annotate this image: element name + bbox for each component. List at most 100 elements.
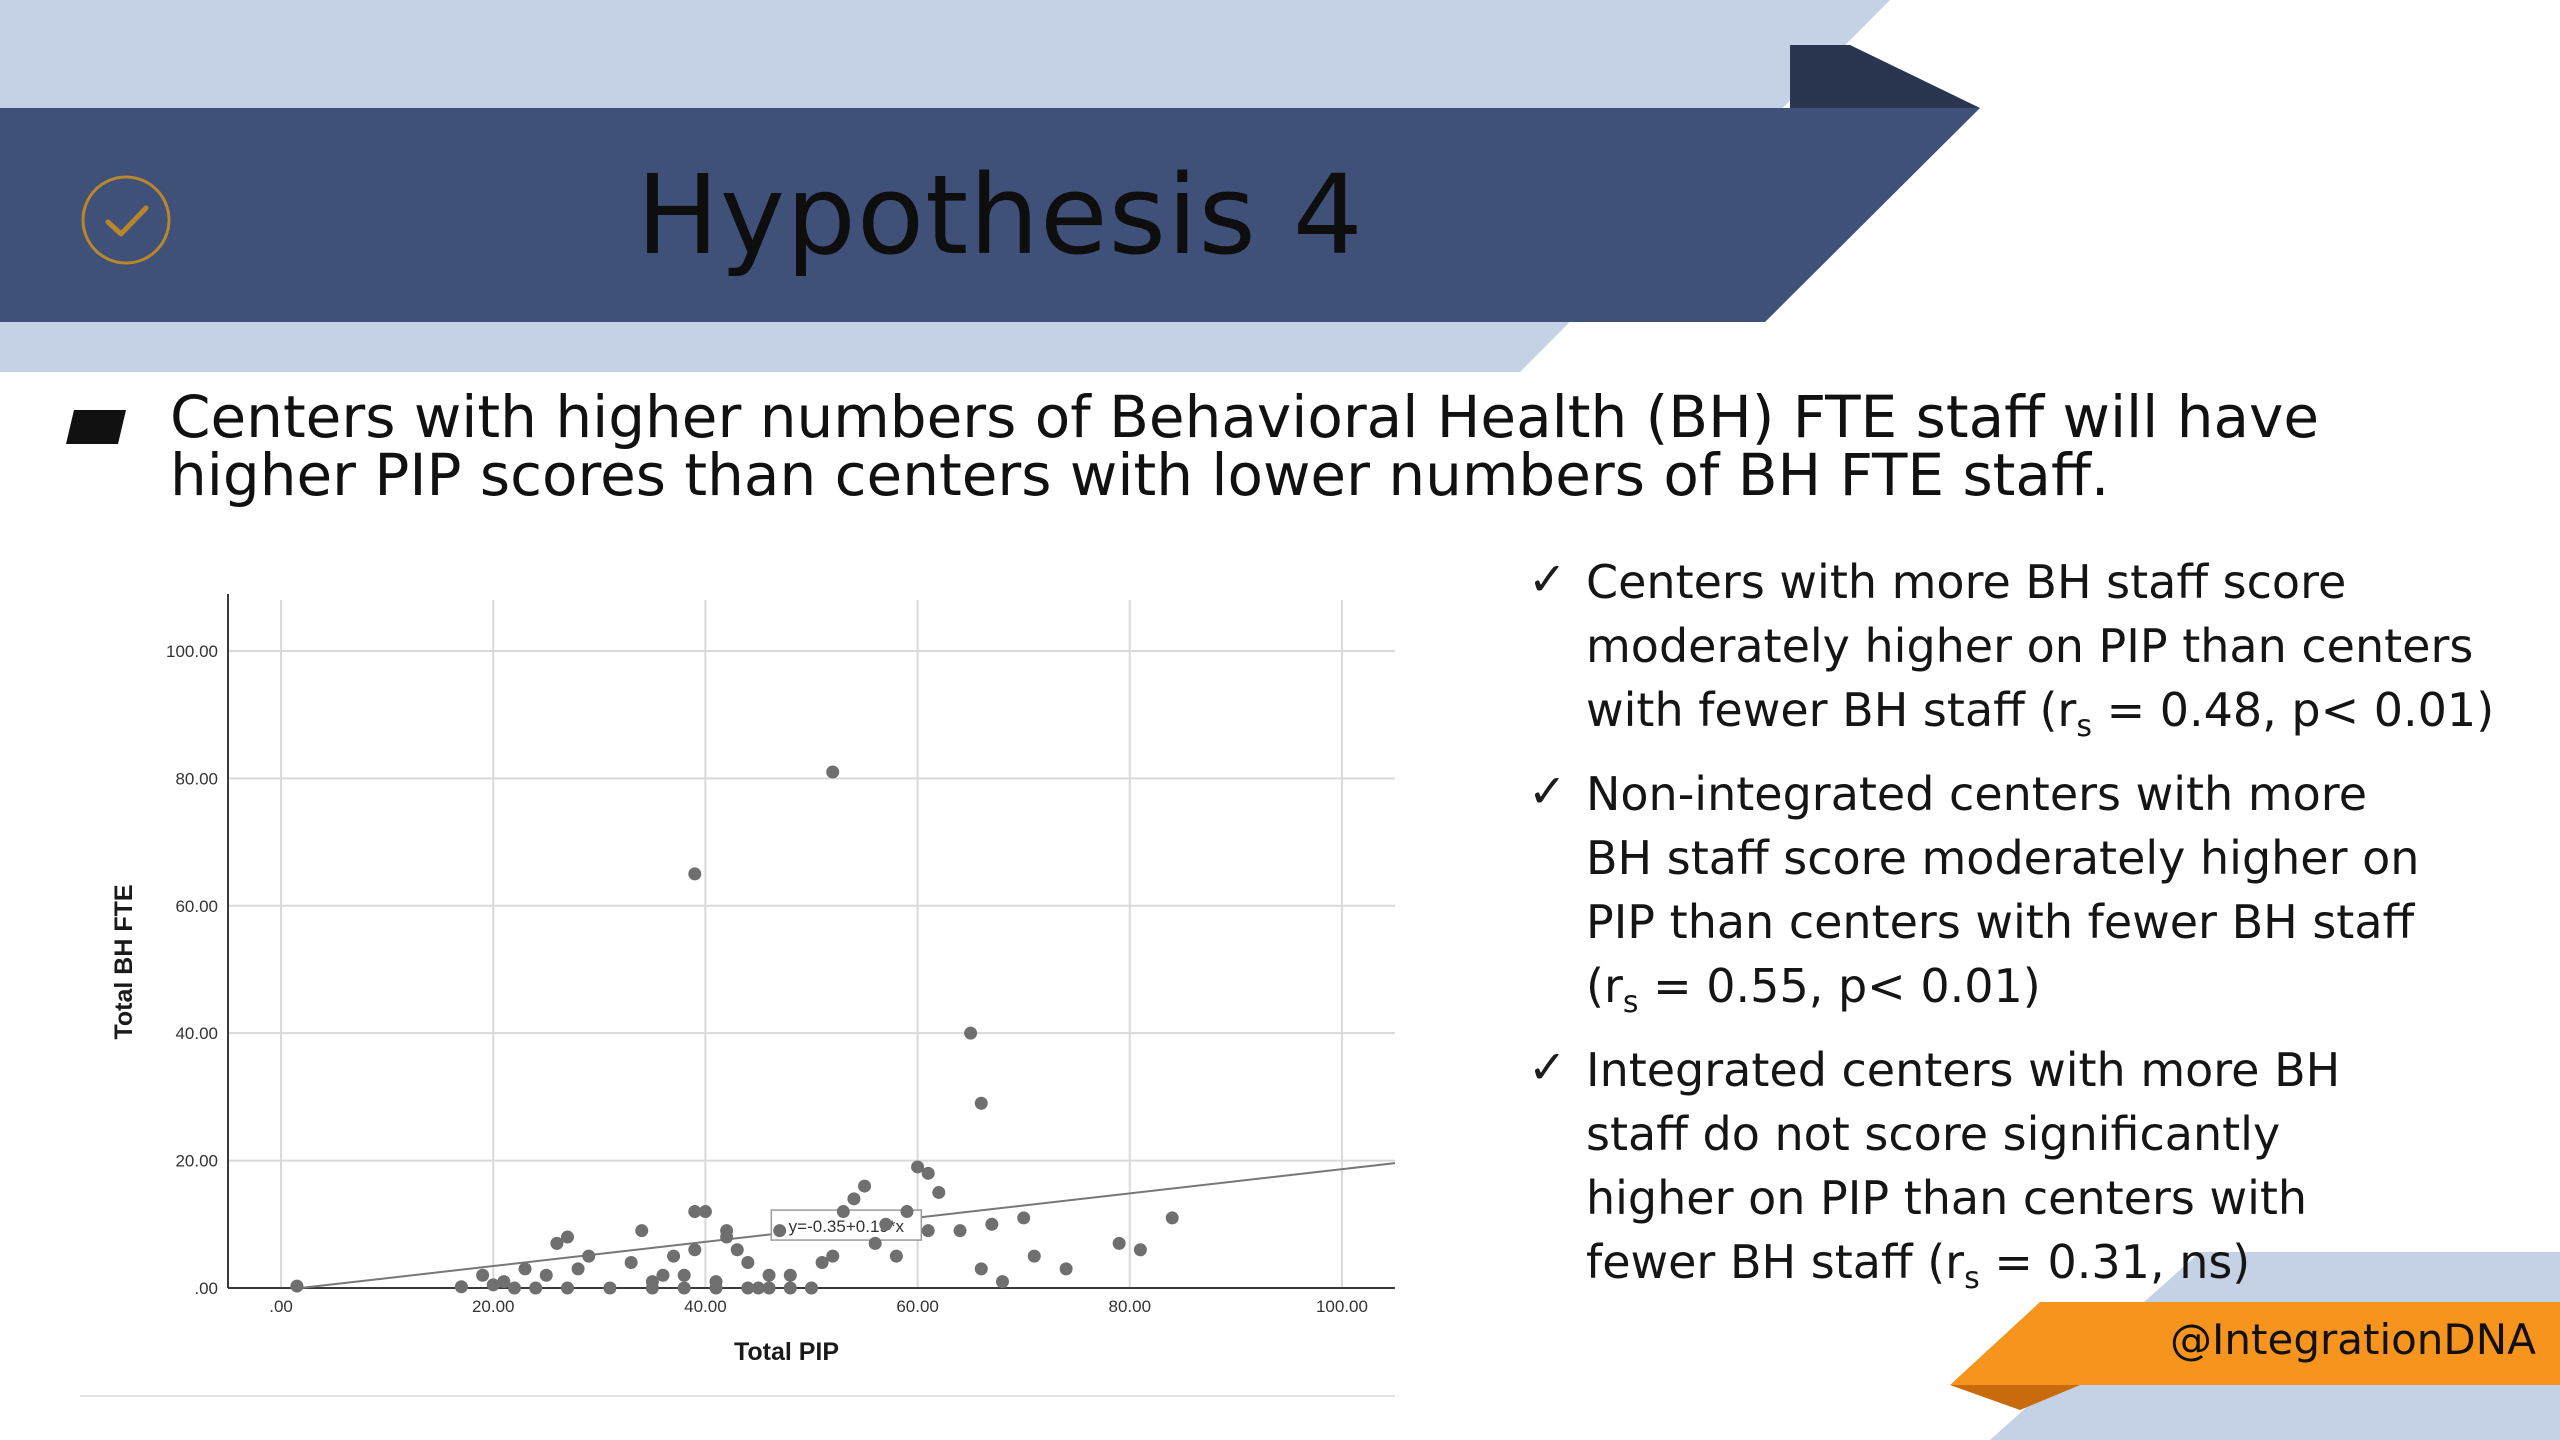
data-point: [1027, 1249, 1041, 1263]
data-point: [677, 1268, 691, 1282]
checkmark-icon: ✓: [1528, 764, 1567, 818]
x-tick-label: 100.00: [1316, 1297, 1368, 1316]
data-point: [518, 1262, 532, 1276]
data-point: [656, 1268, 670, 1282]
checkmark-icon: ✓: [1528, 1040, 1567, 1094]
data-point: [290, 1279, 304, 1293]
data-point: [995, 1275, 1009, 1289]
fit-line-group: y=-0.35+0.19*x: [296, 1162, 1396, 1290]
data-point: [720, 1230, 734, 1244]
data-point: [847, 1192, 861, 1206]
chart-grid: [228, 600, 1395, 1288]
data-point: [751, 1281, 765, 1295]
data-point: [741, 1281, 755, 1295]
banner-shadow-corner: [1790, 45, 1980, 108]
finding-line: BH staff score moderately higher on: [1586, 831, 2420, 885]
data-point: [762, 1281, 776, 1295]
data-point: [560, 1281, 574, 1295]
data-point: [539, 1268, 553, 1282]
x-tick-label: 60.00: [896, 1297, 939, 1316]
handle-dark-tip: [1950, 1385, 2080, 1410]
data-point: [677, 1281, 691, 1295]
data-point: [688, 1205, 702, 1219]
data-point: [826, 1249, 840, 1263]
finding-line: (rs = 0.55, p< 0.01): [1586, 954, 2480, 1018]
data-point: [507, 1281, 521, 1295]
data-point: [879, 1217, 893, 1231]
chart-labels: .00 20.00 40.00 60.00 80.00 100.00 .00 20.00 40.…: [110, 642, 1368, 1366]
findings-list: ✓ Centers with more BH staff score moderat…: [1520, 550, 2494, 1314]
data-point: [454, 1280, 468, 1294]
fit-equation-label: y=-0.35+0.19*x: [789, 1217, 905, 1236]
data-point: [974, 1096, 988, 1110]
y-tick-label: 40.00: [175, 1024, 218, 1043]
twitter-handle: @IntegrationDNA: [2170, 1315, 2536, 1364]
data-point: [667, 1249, 681, 1263]
x-tick-label: 80.00: [1108, 1297, 1151, 1316]
data-point: [1112, 1236, 1126, 1250]
data-point: [486, 1278, 500, 1292]
finding-item: ✓ Centers with more BH staff score moderat…: [1520, 550, 2494, 744]
x-tick-label: 40.00: [684, 1297, 727, 1316]
finding-line: Centers with more BH staff score: [1586, 555, 2347, 609]
finding-line: staff do not score significantly: [1586, 1107, 2281, 1161]
data-point: [688, 867, 702, 881]
data-point: [932, 1185, 946, 1199]
data-point: [709, 1275, 723, 1289]
slide-title: Hypothesis 4: [636, 151, 1364, 279]
data-point: [476, 1268, 490, 1282]
finding-text: = 0.55, p< 0.01): [1638, 959, 2041, 1013]
data-point: [582, 1249, 596, 1263]
x-tick-label: 20.00: [472, 1297, 515, 1316]
rs-subscript: s: [1622, 985, 1639, 1020]
y-tick-label: 20.00: [175, 1152, 218, 1171]
data-point: [868, 1236, 882, 1250]
data-point: [1059, 1262, 1073, 1276]
data-point: [698, 1205, 712, 1219]
chart-points: [290, 765, 1179, 1295]
finding-text: with fewer BH staff (r: [1586, 683, 2077, 737]
y-tick-label: 80.00: [175, 769, 218, 788]
finding-line: Integrated centers with more BH: [1586, 1043, 2341, 1097]
finding-line: fewer BH staff (rs = 0.31, ns): [1586, 1230, 2480, 1294]
data-point: [773, 1224, 787, 1238]
data-point: [1133, 1243, 1147, 1257]
data-point: [550, 1236, 564, 1250]
y-tick-label: .00: [194, 1279, 218, 1298]
data-point: [921, 1224, 935, 1238]
finding-line: PIP than centers with fewer BH staff: [1586, 895, 2415, 949]
finding-item: ✓ Integrated centers with more BH staff do…: [1520, 1038, 2480, 1294]
rs-subscript: s: [2076, 709, 2092, 744]
data-point: [815, 1256, 829, 1270]
hypothesis-statement: Centers with higher numbers of Behaviora…: [170, 388, 2420, 504]
data-point: [826, 765, 840, 779]
data-point: [783, 1281, 797, 1295]
data-point: [974, 1262, 988, 1276]
data-point: [560, 1230, 574, 1244]
finding-text: = 0.48, p< 0.01): [2091, 683, 2495, 737]
data-point: [571, 1262, 585, 1276]
finding-text: = 0.31, ns): [1979, 1235, 2251, 1289]
data-point: [635, 1224, 649, 1238]
y-tick-label: 100.00: [166, 642, 218, 661]
data-point: [603, 1281, 617, 1295]
finding-text: (r: [1586, 959, 1623, 1013]
data-point: [889, 1249, 903, 1263]
data-point: [900, 1205, 914, 1219]
y-tick-label: 60.00: [175, 897, 218, 916]
x-axis-title: Total PIP: [734, 1338, 839, 1366]
checkmark-icon: ✓: [1528, 552, 1567, 606]
finding-line: Non-integrated centers with more: [1586, 767, 2367, 821]
data-point: [985, 1217, 999, 1231]
data-point: [953, 1224, 967, 1238]
chart-axes: [80, 594, 1395, 1397]
data-point: [762, 1268, 776, 1282]
data-point: [921, 1166, 935, 1180]
rs-subscript: s: [1964, 1261, 1980, 1296]
data-point: [645, 1281, 659, 1295]
data-point: [911, 1160, 925, 1174]
finding-line: moderately higher on PIP than centers: [1586, 619, 2474, 673]
data-point: [730, 1243, 744, 1257]
data-point: [624, 1256, 638, 1270]
